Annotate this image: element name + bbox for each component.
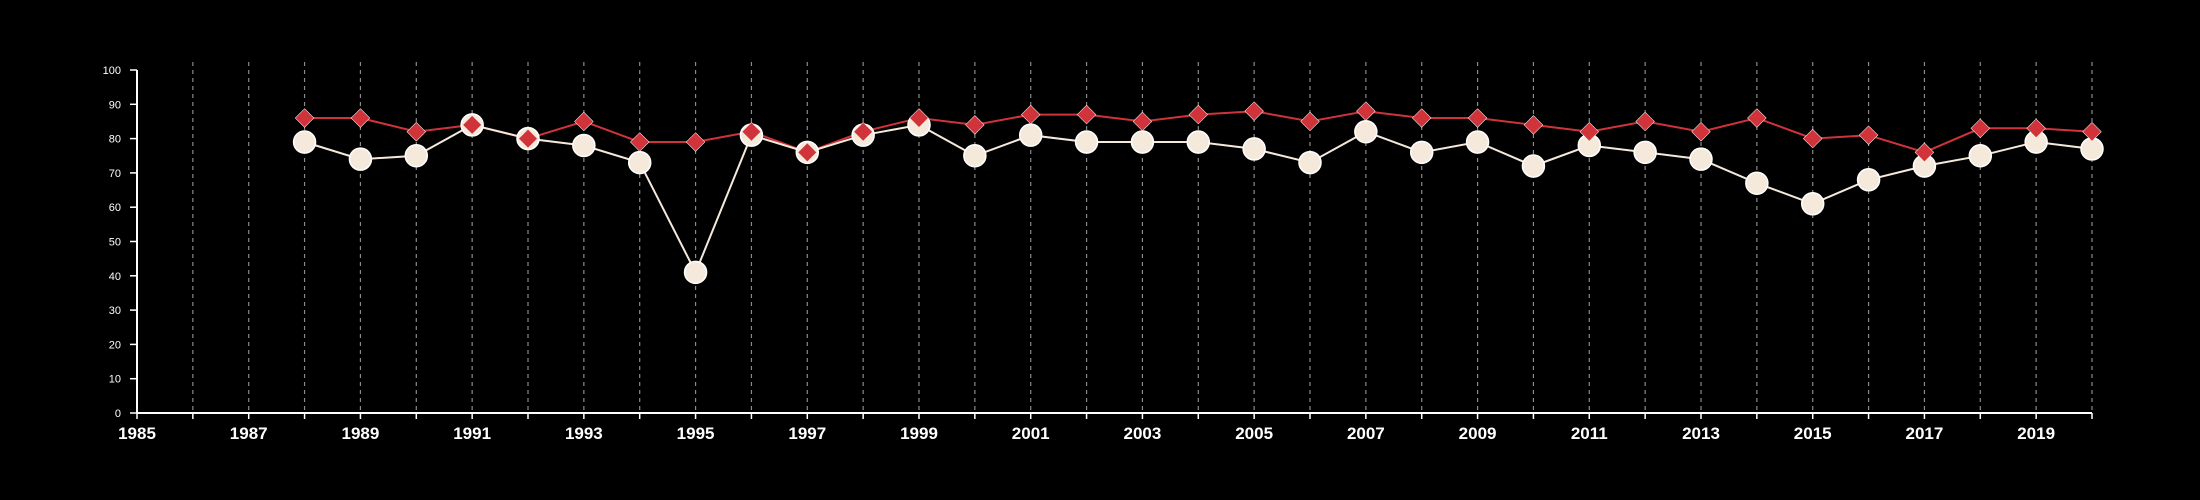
series-1-point-2013: [1689, 147, 1713, 171]
series-0-point-top-2012: [1636, 112, 1655, 131]
series-1-point-2000: [963, 144, 987, 168]
x-tick-label-9: 2003: [1124, 424, 1162, 443]
x-tick-label-10: 2005: [1235, 424, 1273, 443]
series-1-point-2001: [1018, 123, 1043, 147]
series-0-point-top-1998: [854, 122, 873, 141]
series-0-point-top-2014: [1747, 109, 1766, 128]
series-1-point-2009: [1465, 130, 1490, 154]
series-1-point-2008: [1409, 140, 1434, 165]
series-0-point-top-2011: [1580, 122, 1599, 141]
series-0-point-top-2016: [1859, 126, 1878, 145]
series-1-point-1988: [292, 130, 317, 154]
series-0-point-top-1992: [519, 129, 537, 148]
series-0-point-top-2003: [1133, 112, 1152, 131]
series-0-point-top-2005: [1245, 102, 1264, 121]
series-layer: [292, 101, 2104, 285]
y-tick-label-4: 40: [109, 271, 121, 283]
y-tick-label-6: 60: [109, 202, 121, 214]
series-1-point-1995: [683, 260, 708, 285]
series-1-point-2015: [1800, 192, 1825, 216]
x-tick-label-3: 1991: [453, 424, 491, 443]
x-tick-label-7: 1999: [900, 424, 938, 443]
series-0-point-top-2018: [1971, 119, 1990, 138]
y-tick-label-1: 10: [109, 374, 121, 386]
series-0-point-top-1988: [295, 109, 314, 128]
series-0-point-top-1996: [742, 122, 761, 141]
x-tick-label-14: 2013: [1682, 424, 1720, 443]
series-0-point-top-2004: [1189, 105, 1208, 124]
x-tick-label-0: 1985: [118, 424, 156, 443]
series-1-point-2020: [2080, 137, 2104, 161]
y-tick-label-3: 30: [109, 305, 121, 317]
series-0-point-top-2008: [1412, 109, 1431, 128]
series-1-point-2003: [1130, 130, 1155, 154]
series-1-point-2007: [1354, 119, 1378, 144]
series-1-point-1990: [404, 144, 429, 168]
series-1-point-2004: [1186, 130, 1211, 154]
series-0-point-top-2007: [1356, 102, 1375, 121]
series-0-point-top-1994: [630, 133, 649, 152]
series-0-point-top-2010: [1524, 115, 1543, 134]
series-1-point-1993: [572, 133, 596, 158]
x-tick-label-5: 1995: [677, 424, 715, 443]
y-tick-label-10: 100: [103, 65, 121, 77]
series-1-point-2010: [1521, 154, 1546, 178]
series-0-point-top-2002: [1077, 105, 1096, 124]
y-tick-label-8: 80: [109, 134, 121, 146]
x-tick-label-13: 2011: [1571, 424, 1608, 443]
series-0-point-top-1989: [351, 109, 370, 128]
series-1-point-2006: [1298, 150, 1322, 175]
y-tick-label-7: 70: [109, 168, 121, 180]
x-tick-label-11: 2007: [1347, 424, 1385, 443]
series-0-point-top-1991: [463, 115, 482, 134]
x-tick-label-12: 2009: [1459, 424, 1497, 443]
x-tick-label-1: 1987: [230, 424, 268, 443]
series-0-point-top-2006: [1301, 112, 1319, 131]
series-1-point-2014: [1745, 171, 1769, 195]
x-tick-label-16: 2017: [1906, 424, 1944, 443]
series-1-point-2005: [1242, 137, 1266, 161]
series-0-point-top-2020: [2083, 122, 2101, 141]
tick-labels: 0 10 20 30 40 50 60 70 80 90 100 1985 1987 1989 1991 19…: [103, 65, 2055, 443]
series-0-point-top-2001: [1021, 105, 1040, 124]
x-tick-label-15: 2015: [1794, 424, 1832, 443]
series-0-point-top-2000: [965, 115, 984, 134]
series-0-point-top-2015: [1803, 129, 1822, 148]
series-0-point-top-1999: [910, 109, 928, 128]
x-tick-label-2: 1989: [342, 424, 380, 443]
series-1-point-1994: [627, 150, 652, 175]
x-tick-label-17: 2019: [2017, 424, 2055, 443]
y-tick-label-5: 50: [109, 237, 121, 249]
x-tick-label-6: 1997: [788, 424, 826, 443]
y-tick-label-9: 90: [109, 99, 121, 111]
series-0-point-top-2017: [1915, 143, 1934, 162]
series-0-point-top-2013: [1692, 122, 1710, 141]
series-0-point-top-2019: [2027, 119, 2046, 138]
series-0-point-top-1990: [407, 122, 426, 141]
y-tick-label-2: 20: [109, 339, 121, 351]
axes: [130, 69, 2093, 419]
series-0-point-top-2009: [1468, 109, 1487, 128]
series-1-point-2012: [1633, 140, 1657, 165]
series-1-point-1989: [348, 147, 373, 171]
series-1-point-2002: [1074, 130, 1099, 154]
x-tick-label-8: 2001: [1012, 424, 1050, 443]
y-tick-label-0: 0: [115, 408, 121, 420]
series-0-point-top-1997: [798, 143, 817, 162]
series-1-point-2018: [1968, 144, 1993, 168]
series-0-point-top-1995: [686, 133, 705, 152]
x-tick-label-4: 1993: [565, 424, 603, 443]
series-1-point-2016: [1856, 168, 1881, 192]
series-0-point-top-1993: [574, 112, 593, 131]
